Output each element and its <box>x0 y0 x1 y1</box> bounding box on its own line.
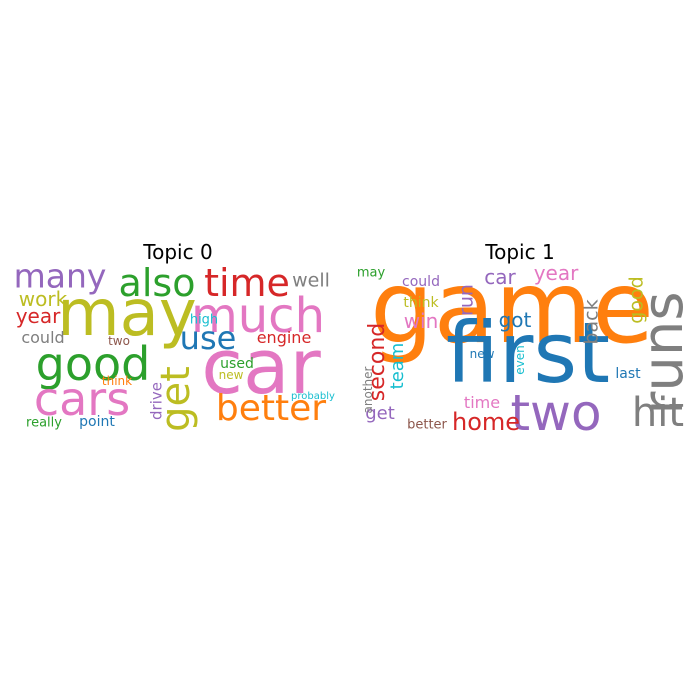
topic-0-word-work: work <box>18 287 68 311</box>
topic-0-word-time: time <box>204 261 290 305</box>
topic-0-word-well: well <box>292 269 330 292</box>
topic-1-title: Topic 1 <box>485 240 555 264</box>
topic-1-word-new: new <box>469 347 495 361</box>
topic-0-word-drive: drive <box>147 382 166 420</box>
topic-1-word-team: team <box>387 342 408 390</box>
topic-1-word-get: get <box>365 403 395 424</box>
topic-0-word-engine: engine <box>256 328 312 347</box>
topic-1-word-home: home <box>451 408 521 436</box>
topic-0-word-cars: cars <box>33 372 131 426</box>
topic-0-word-many: many <box>13 256 107 296</box>
topic-0-title: Topic 0 <box>143 240 213 264</box>
topic-1-word-may: may <box>356 265 386 281</box>
topic-1-word-hit: hit <box>631 390 685 436</box>
topic-0-word-year: year <box>15 304 61 328</box>
topic-0-word-think: think <box>101 374 133 388</box>
topic-1-word-think: think <box>403 295 439 311</box>
topic-0-word-good: good <box>35 337 151 391</box>
topic-0-word-use: use <box>179 319 237 357</box>
topic-0-word-point: point <box>79 414 115 430</box>
topic-1-word-got: got <box>498 308 532 332</box>
topic-1-word-two: two <box>510 384 602 442</box>
topic-1-word-last: last <box>615 366 641 382</box>
topic-0-word-new: new <box>218 368 244 382</box>
topic-0-word-could: could <box>21 328 65 347</box>
topic-1-word-time: time <box>463 393 501 412</box>
topic-1-word-car: car <box>484 265 516 289</box>
topic-1-word-win: win <box>403 309 439 333</box>
topic-1-word-year: year <box>533 261 579 285</box>
topic-1-word-good: good <box>625 276 648 324</box>
topic-1-word-better: better <box>407 417 447 433</box>
topic-1-word-could: could <box>402 274 440 290</box>
topic-0-word-car: car <box>201 322 321 411</box>
topic-1-word-back: back <box>580 299 603 345</box>
topic-0-word-may: may <box>57 277 197 351</box>
topic-0-word-high: high <box>189 312 219 328</box>
topic-1-word-game: game <box>370 249 654 366</box>
topic-0-word-really: really <box>26 415 62 431</box>
topic-0-word-two: two <box>108 334 130 348</box>
topic-0-word-probably: probably <box>291 391 335 402</box>
topic-1-word-even: even <box>513 345 527 375</box>
topic-1-word-another: another <box>361 366 375 414</box>
topic-0-word-better: better <box>215 388 327 429</box>
topic-0-word-much: much <box>191 288 325 344</box>
topic-0-word-used: used <box>220 356 254 372</box>
topic-1-word-first: first <box>445 304 611 402</box>
topic-0-word-also: also <box>118 261 196 305</box>
topic-1-word-run: run <box>455 284 478 316</box>
